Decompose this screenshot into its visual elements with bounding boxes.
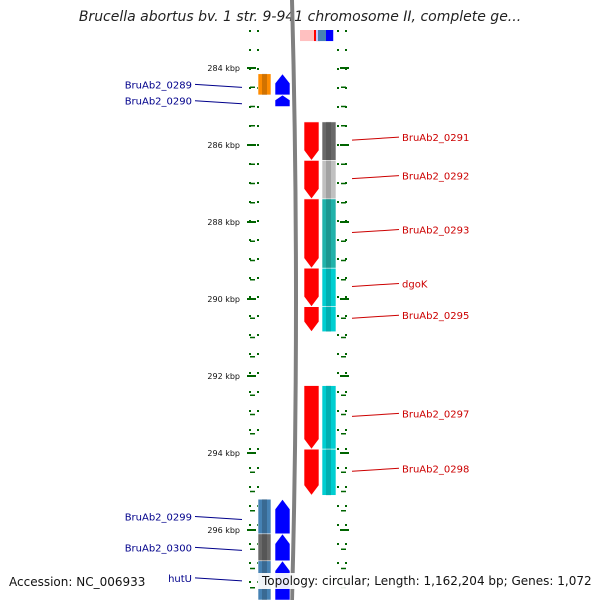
gene-hutu-leader [194,577,243,582]
gene-bruab2-0295-cog-bar[interactable] [321,306,337,333]
gene-bruab2-0293-cog-shade [326,198,331,269]
tick-label: 292 kbp [207,372,240,381]
gene-bruab2-0291-arrow[interactable] [303,121,320,161]
gene-dgok-cog-shade [326,268,331,307]
gene-bruab2-0292-cog-shade [326,160,331,199]
tick-label: 288 kbp [207,218,240,227]
gene-bruab2-0291-leader [351,136,400,141]
accession-text: Accession: NC_006933 [9,575,146,589]
gene-bruab2-0291-cog-shade [326,121,331,161]
tick-label: 296 kbp [207,526,240,535]
gene-bruab2-0295-leader [351,314,400,319]
gene-bruab2-0295-cog-shade [326,306,331,332]
gene-bruab2-0300-leader [194,546,243,551]
gene-bruab2-0298-leader [351,467,400,472]
gene-bruab2-0293-arrow[interactable] [303,198,320,269]
tick-label: 290 kbp [207,295,240,304]
gene-bruab2-0290-leader [194,100,243,105]
gene-bruab2-0298-cog-bar[interactable] [321,448,337,496]
gene-bruab2-0297-label[interactable]: BruAb2_0297 [402,409,469,420]
gene-bruab2-0299-cog-shade [262,499,267,534]
gene-bruab2-0299-leader [194,516,243,521]
gene-bruab2-0293-leader [351,229,400,234]
gene-bruab2-0289-cog-bar[interactable] [257,73,272,96]
gene-bruab2-0300-label[interactable]: BruAb2_0300 [125,543,192,554]
gene-bruab2-0293-label[interactable]: BruAb2_0293 [402,226,469,237]
gene-bruab2-0289-label[interactable]: BruAb2_0289 [125,80,192,91]
gene-bruab2-0289-arrow[interactable] [274,73,291,96]
gene-bruab2-0292-arrow[interactable] [303,160,320,200]
genome-summary: Topology: circular; Length: 1,162,204 bp… [258,573,596,589]
gene-bruab2-0299-arrow[interactable] [274,498,291,535]
tick-label: 294 kbp [207,449,240,458]
gene-bruab2-0292-label[interactable]: BruAb2_0292 [402,172,469,183]
partial-gene-cog [318,30,326,42]
gene-dgok-label[interactable]: dgoK [402,279,428,290]
gene-bruab2-0297-cog-shade [326,385,331,450]
gene-bruab2-0289-leader [194,83,243,88]
gene-dgok-leader [351,282,400,287]
tick-label: 284 kbp [207,64,240,73]
gene-hutu-label[interactable]: hutU [168,574,192,585]
gene-bruab2-0292-leader [351,175,400,180]
gene-bruab2-0298-arrow[interactable] [303,448,320,496]
gene-bruab2-0295-label[interactable]: BruAb2_0295 [402,311,469,322]
gene-bruab2-0297-leader [351,412,400,417]
chromosome-backbone [290,0,298,600]
gene-bruab2-0300-arrow[interactable] [274,533,291,562]
gene-bruab2-0298-label[interactable]: BruAb2_0298 [402,464,469,475]
gene-bruab2-0290-arrow[interactable] [274,94,291,107]
gene-dgok-arrow[interactable] [303,267,320,308]
partial-gene-reverse [300,30,314,42]
gene-bruab2-0298-cog-shade [326,449,331,496]
gene-bruab2-0297-arrow[interactable] [303,385,320,450]
gene-bruab2-0300-cog-shade [262,533,267,561]
gene-bruab2-0299-label[interactable]: BruAb2_0299 [125,513,192,524]
tick-label: 286 kbp [207,141,240,150]
gene-bruab2-0291-label[interactable]: BruAb2_0291 [402,133,469,144]
partial-gene-cog [326,30,333,42]
gene-bruab2-0289-cog-shade [262,73,267,95]
gene-bruab2-0295-arrow[interactable] [303,306,320,333]
gene-bruab2-0290-label[interactable]: BruAb2_0290 [125,97,192,108]
map-title: Brucella abortus bv. 1 str. 9-941 chromo… [78,9,522,25]
